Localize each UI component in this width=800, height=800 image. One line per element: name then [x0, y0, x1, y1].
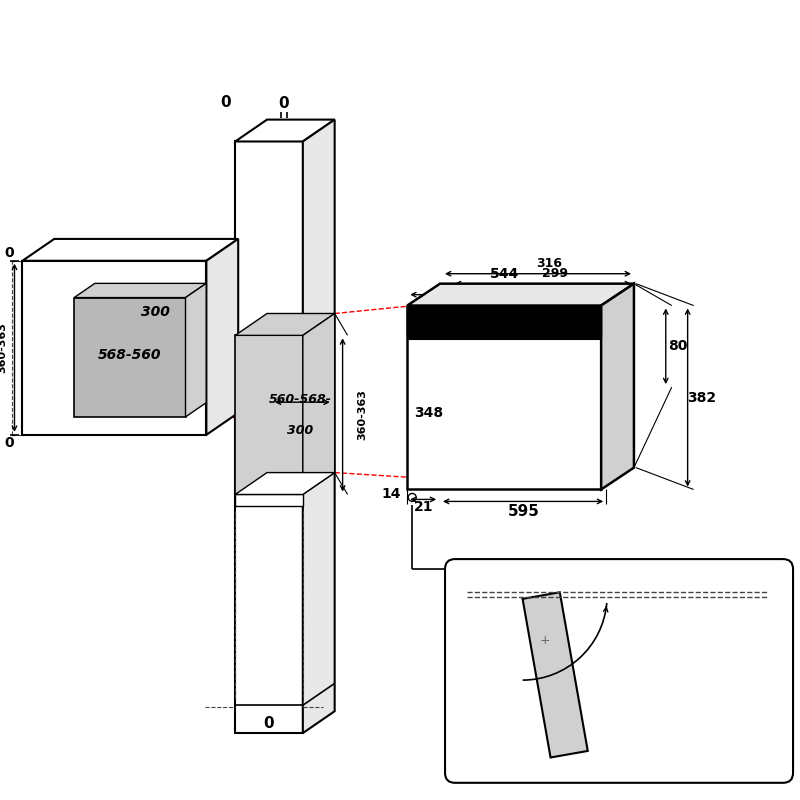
Text: 360-363: 360-363 — [358, 390, 367, 440]
Text: 593: 593 — [758, 667, 789, 682]
Text: 360-363: 360-363 — [0, 322, 7, 374]
Text: 316: 316 — [536, 258, 562, 270]
Text: 568-560: 568-560 — [98, 348, 162, 362]
Text: 300: 300 — [142, 305, 170, 319]
Bar — [235, 494, 303, 506]
Polygon shape — [74, 283, 206, 298]
Bar — [74, 298, 186, 417]
Polygon shape — [235, 314, 334, 335]
FancyBboxPatch shape — [445, 559, 793, 783]
Polygon shape — [522, 592, 588, 758]
Text: 0: 0 — [220, 95, 230, 110]
Text: 85°: 85° — [563, 629, 592, 644]
Text: 0: 0 — [5, 246, 14, 260]
Text: 544: 544 — [490, 266, 519, 281]
Polygon shape — [407, 284, 634, 306]
Polygon shape — [235, 120, 334, 142]
Text: 0: 0 — [278, 96, 290, 111]
Text: 560-568-: 560-568- — [268, 393, 331, 406]
Polygon shape — [22, 239, 238, 261]
Polygon shape — [601, 284, 634, 490]
Text: +: + — [540, 634, 550, 647]
Polygon shape — [235, 473, 334, 494]
Text: 0: 0 — [5, 436, 14, 450]
Polygon shape — [303, 314, 334, 494]
Text: 2: 2 — [536, 650, 546, 663]
Text: 0: 0 — [264, 716, 274, 730]
Polygon shape — [206, 239, 238, 435]
Polygon shape — [22, 261, 206, 435]
Polygon shape — [186, 283, 206, 417]
Text: 80: 80 — [668, 339, 687, 354]
Text: 348: 348 — [414, 406, 444, 421]
Text: 14: 14 — [382, 487, 401, 502]
Bar — [235, 335, 303, 494]
Text: 382: 382 — [687, 390, 716, 405]
Text: 300: 300 — [286, 424, 313, 438]
Text: 21: 21 — [414, 500, 433, 514]
Polygon shape — [303, 120, 334, 733]
Text: 595: 595 — [508, 504, 540, 519]
Text: 20: 20 — [436, 315, 454, 328]
Text: 299: 299 — [542, 267, 568, 280]
Bar — [407, 306, 601, 338]
Bar — [235, 142, 303, 733]
Bar — [407, 306, 601, 490]
